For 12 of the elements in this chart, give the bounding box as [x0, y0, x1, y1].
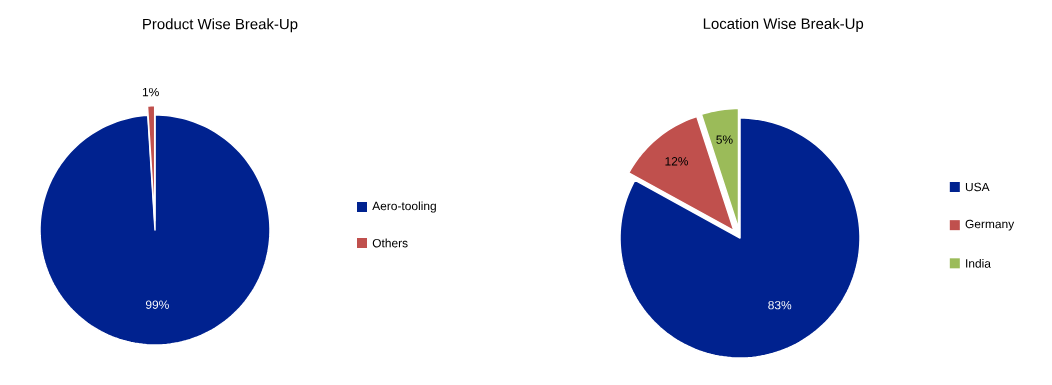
data-label: 5% [716, 135, 733, 144]
data-label: 99% [145, 300, 169, 309]
legend-label: Germany [965, 219, 1015, 231]
legend-label: Others [372, 238, 408, 248]
data-label: 12% [665, 157, 689, 166]
legend-label: USA [965, 182, 990, 192]
data-label: 1% [142, 87, 159, 97]
chart-title: Product Wise Break-Up [143, 18, 298, 33]
legend-label: India [966, 258, 991, 268]
data-label: 83% [768, 300, 792, 310]
legend-label: Aero-tooling [372, 201, 436, 213]
chart-title: Location Wise Break-Up [703, 18, 864, 32]
